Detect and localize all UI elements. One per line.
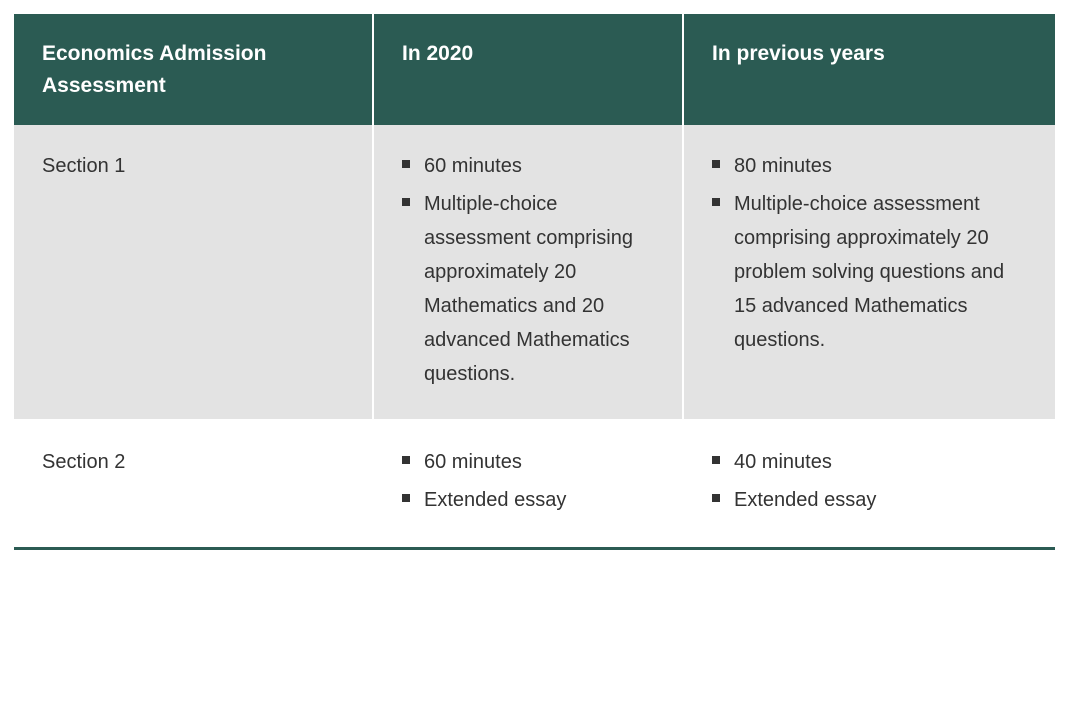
bullet-list: 60 minutes Extended essay: [402, 445, 654, 517]
section-label: Section 2: [14, 421, 374, 545]
col-header-2020: In 2020: [374, 14, 684, 125]
table-bottom-rule: [14, 547, 1055, 550]
table-header-row: Economics Admission Assessment In 2020 I…: [14, 14, 1055, 125]
bullet-list: 80 minutes Multiple-choice assessment co…: [712, 149, 1027, 357]
cell-previous: 40 minutes Extended essay: [684, 421, 1055, 545]
col-header-previous: In previous years: [684, 14, 1055, 125]
cell-2020: 60 minutes Multiple-choice assessment co…: [374, 125, 684, 421]
col-header-assessment: Economics Admission Assessment: [14, 14, 374, 125]
bullet-item: Multiple-choice assessment comprising ap…: [402, 187, 654, 391]
bullet-list: 60 minutes Multiple-choice assessment co…: [402, 149, 654, 391]
assessment-table: Economics Admission Assessment In 2020 I…: [14, 14, 1055, 545]
table-row: Section 2 60 minutes Extended essay 40 m…: [14, 421, 1055, 545]
bullet-list: 40 minutes Extended essay: [712, 445, 1027, 517]
bullet-item: Extended essay: [712, 483, 1027, 517]
bullet-item: 40 minutes: [712, 445, 1027, 479]
bullet-item: Multiple-choice assessment comprising ap…: [712, 187, 1027, 357]
bullet-item: 60 minutes: [402, 149, 654, 183]
bullet-item: 60 minutes: [402, 445, 654, 479]
section-label: Section 1: [14, 125, 374, 421]
table-row: Section 1 60 minutes Multiple-choice ass…: [14, 125, 1055, 421]
cell-previous: 80 minutes Multiple-choice assessment co…: [684, 125, 1055, 421]
bullet-item: 80 minutes: [712, 149, 1027, 183]
bullet-item: Extended essay: [402, 483, 654, 517]
cell-2020: 60 minutes Extended essay: [374, 421, 684, 545]
